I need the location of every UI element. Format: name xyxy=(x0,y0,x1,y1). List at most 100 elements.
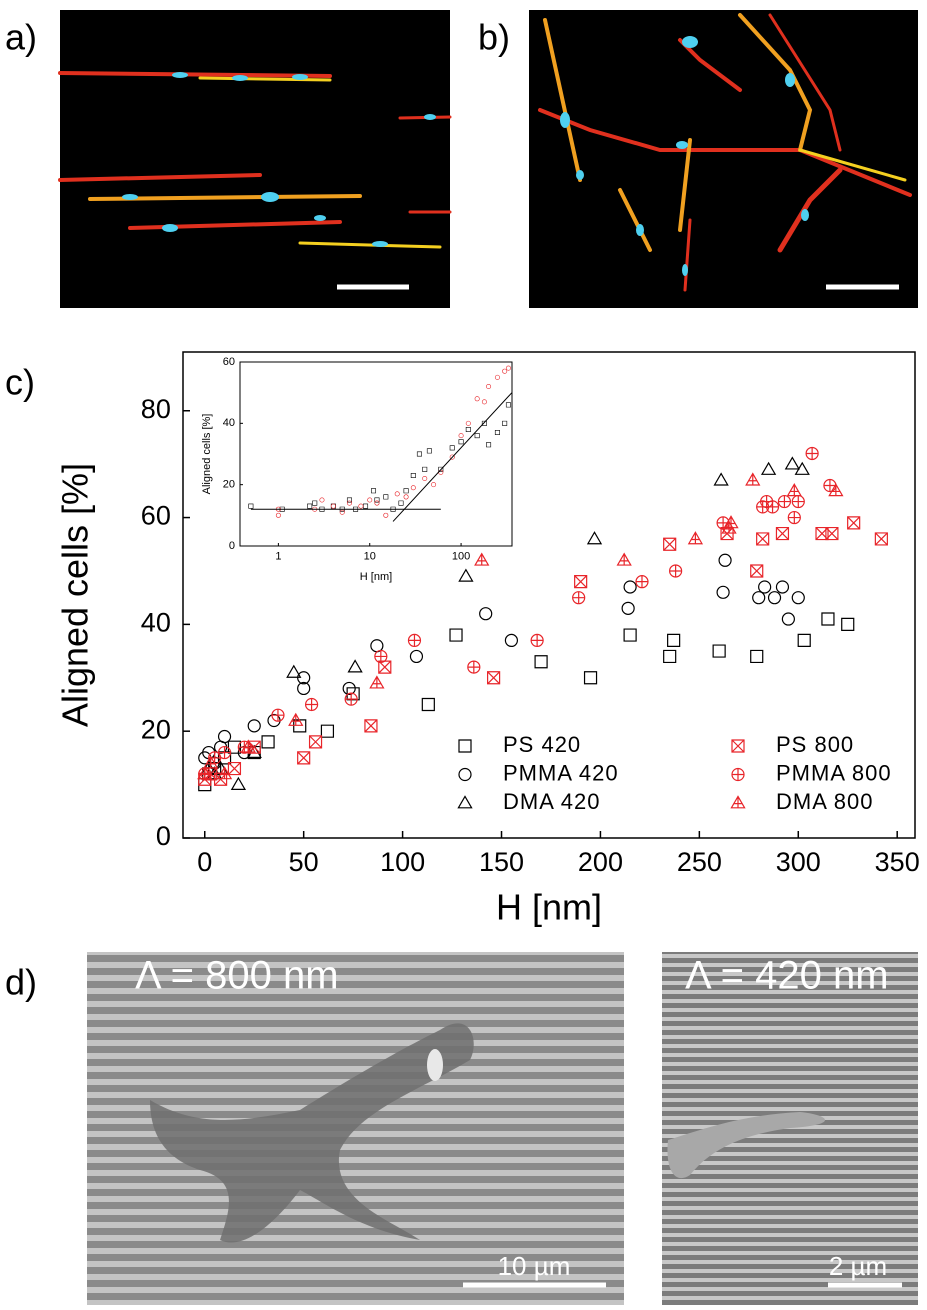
x-tick-label: 50 xyxy=(289,847,319,877)
data-point xyxy=(247,719,261,733)
panel-label: b) xyxy=(478,17,510,58)
data-point xyxy=(358,503,364,509)
data-point xyxy=(431,482,437,488)
data-point xyxy=(530,633,544,647)
data-point xyxy=(307,503,313,509)
data-point xyxy=(572,591,586,605)
data-point xyxy=(635,575,649,589)
inset-chart: 1 10 100 0 20 40 60 Aligned cells [%] H [nm] xyxy=(201,356,513,583)
data-point xyxy=(828,483,844,497)
legend-label: PS 420 xyxy=(503,732,581,757)
data-point xyxy=(794,461,810,475)
data-point xyxy=(750,564,764,578)
x-tick-label: 150 xyxy=(479,847,524,877)
data-point xyxy=(502,420,508,426)
data-point xyxy=(586,531,603,545)
y-tick-label: 80 xyxy=(141,394,171,424)
data-point xyxy=(344,692,358,706)
data-point xyxy=(240,739,256,753)
x-tick-label: 10 xyxy=(364,550,376,562)
legend-marker xyxy=(730,795,746,809)
data-point xyxy=(319,497,325,503)
data-point xyxy=(217,729,232,744)
data-point xyxy=(342,681,356,696)
data-point xyxy=(261,735,275,749)
data-point xyxy=(312,500,318,506)
data-point xyxy=(775,580,790,594)
data-point xyxy=(775,526,790,541)
x-axis-label: H [nm] xyxy=(496,887,602,928)
data-point xyxy=(378,660,392,674)
y-tick-label: 40 xyxy=(223,417,235,429)
legend-label: PS 800 xyxy=(776,732,854,757)
x-axis-label: H [nm] xyxy=(360,571,392,583)
data-point xyxy=(275,512,281,518)
data-point xyxy=(534,655,548,669)
panel-label: c) xyxy=(5,362,35,403)
legend-marker xyxy=(731,767,745,782)
data-point xyxy=(874,532,888,546)
x-tick-label: 1 xyxy=(275,550,281,562)
fit-line xyxy=(392,392,513,522)
data-point xyxy=(319,506,325,512)
x-tick-label: 100 xyxy=(380,847,425,877)
data-point xyxy=(765,500,780,514)
x-tick-label: 250 xyxy=(677,847,722,877)
data-point xyxy=(216,766,233,780)
legend-marker xyxy=(731,739,745,753)
data-point xyxy=(308,735,323,749)
panel-label: a) xyxy=(5,17,37,58)
data-point xyxy=(750,649,764,664)
data-point xyxy=(760,461,777,475)
data-point xyxy=(227,761,242,776)
y-axis-label: Aligned cells [%] xyxy=(55,463,96,727)
data-point xyxy=(367,497,373,503)
data-point xyxy=(398,500,404,506)
data-point xyxy=(486,442,492,448)
data-point xyxy=(394,491,400,497)
data-point xyxy=(407,633,422,647)
data-point xyxy=(767,591,782,605)
data-point xyxy=(481,399,487,405)
data-point xyxy=(297,681,311,696)
data-point xyxy=(745,472,761,486)
data-point xyxy=(458,439,464,445)
period-label: Λ = 800 nm xyxy=(135,954,339,998)
x-tick-label: 350 xyxy=(875,847,920,877)
data-point xyxy=(449,628,463,642)
data-point xyxy=(718,553,732,567)
data-point xyxy=(616,552,632,566)
x-tick-label: 0 xyxy=(197,847,212,877)
data-point xyxy=(502,368,508,374)
data-point xyxy=(320,724,335,738)
data-point xyxy=(825,526,839,541)
legend-marker xyxy=(458,739,472,753)
data-point xyxy=(712,644,726,658)
data-point xyxy=(370,639,384,653)
data-point xyxy=(304,697,319,712)
data-point xyxy=(784,456,800,470)
y-tick-label: 20 xyxy=(141,714,171,744)
data-point xyxy=(823,478,837,493)
plot-frame xyxy=(239,361,513,547)
data-point xyxy=(797,633,811,647)
data-point xyxy=(458,568,474,582)
legend-label: PMMA 420 xyxy=(503,760,619,785)
data-point xyxy=(805,446,819,461)
legend-marker xyxy=(458,767,472,782)
data-point xyxy=(197,766,213,780)
data-point xyxy=(364,719,378,733)
sem-image: Λ = 800 nm 10 µm xyxy=(87,952,624,1305)
data-point xyxy=(458,433,464,439)
data-point xyxy=(494,430,500,436)
data-point xyxy=(203,755,219,769)
data-point xyxy=(363,503,369,509)
data-point xyxy=(847,516,861,530)
data-point xyxy=(271,708,285,722)
data-point xyxy=(346,500,352,506)
data-point xyxy=(752,591,766,605)
sem-image: Λ = 420 nm 2 µm xyxy=(662,952,918,1305)
data-point xyxy=(353,506,359,512)
